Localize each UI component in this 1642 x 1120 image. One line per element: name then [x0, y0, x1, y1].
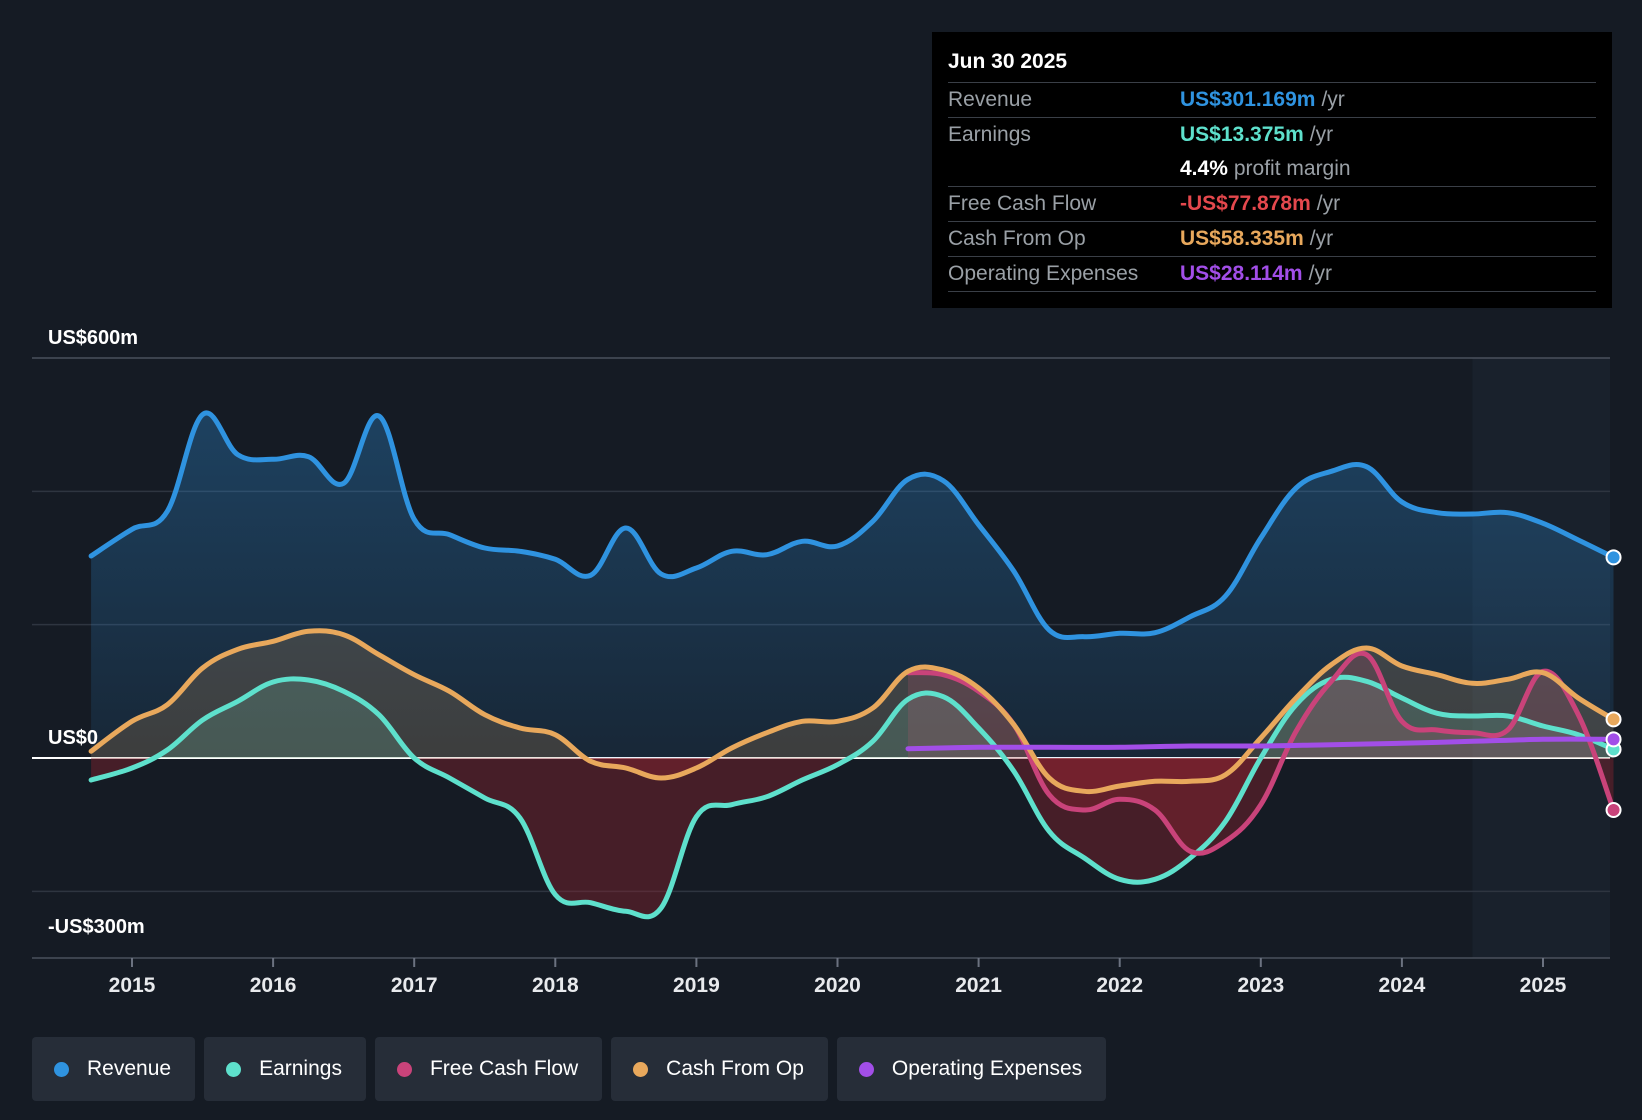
x-tick-label: 2024	[1379, 974, 1426, 997]
legend-label: Free Cash Flow	[429, 1057, 579, 1080]
tooltip-unit: /yr	[1309, 123, 1334, 146]
tooltip-label: Cash From Op	[948, 227, 1086, 250]
operating-expenses-end-marker	[1605, 731, 1622, 748]
legend-dot	[54, 1061, 69, 1077]
series-lines	[88, 410, 1616, 920]
x-tick-label: 2025	[1520, 974, 1567, 997]
tooltip-date: Jun 30 2025	[948, 46, 1596, 83]
series-area-positive	[91, 677, 1614, 758]
tooltip-row-earnings: Earnings US$13.375m /yr	[948, 118, 1596, 152]
legend-dot	[633, 1061, 649, 1077]
legend-label: Operating Expenses	[891, 1057, 1083, 1080]
y-tick-label: -US$300m	[48, 916, 145, 938]
free-cash-flow-end-marker	[1605, 802, 1622, 819]
tooltip-label: Earnings	[948, 123, 1031, 146]
legend-dot	[396, 1061, 412, 1077]
legend-item-earnings[interactable]: Earnings	[204, 1037, 366, 1101]
legend-item-free-cash-flow[interactable]: Free Cash Flow	[374, 1037, 603, 1101]
series-area-negative	[91, 758, 1614, 917]
legend-item-cash-from-op[interactable]: Cash From Op	[611, 1037, 828, 1101]
revenue-end-marker	[1605, 549, 1622, 566]
tooltip-unit: /yr	[1321, 88, 1345, 111]
tooltip-value: -US$77.878m	[1180, 192, 1311, 215]
free-cash-flow-line	[905, 650, 1616, 856]
tooltip-label: Operating Expenses	[948, 262, 1139, 285]
y-tick-label: US$0	[48, 727, 98, 749]
tooltip-value: US$301.169m	[1180, 88, 1316, 111]
legend-label: Earnings	[259, 1057, 342, 1080]
tooltip-unit: /yr	[1308, 262, 1332, 285]
tooltip-row-cfo: Cash From Op US$58.335m /yr	[948, 222, 1596, 257]
tooltip-value: US$28.114m	[1180, 262, 1303, 285]
tooltip-row-opex: Operating Expenses US$28.114m /yr	[948, 257, 1596, 292]
x-tick-label: 2023	[1237, 974, 1284, 997]
legend-dot	[858, 1061, 874, 1077]
tooltip-label: Revenue	[948, 88, 1033, 111]
tooltip-value: US$58.335m	[1180, 227, 1304, 250]
tooltip-label: Free Cash Flow	[948, 192, 1097, 215]
x-axis: 2015 2016 2017 2018 2019 2020 2021 2022 2023 2024…	[109, 958, 1567, 997]
series-area-negative	[908, 758, 1614, 854]
x-tick-label: 2021	[955, 974, 1002, 997]
legend-item-revenue[interactable]: Revenue	[32, 1037, 196, 1101]
x-tick-label: 2019	[673, 974, 720, 997]
x-tick-label: 2016	[250, 974, 297, 997]
series-area-positive	[91, 630, 1614, 758]
tooltip-unit: /yr	[1316, 192, 1341, 215]
legend-item-operating-expenses[interactable]: Operating Expenses	[836, 1037, 1107, 1101]
series-end-markers	[1605, 549, 1622, 819]
tooltip-unit: /yr	[1309, 227, 1334, 250]
tooltip-row-fcf: Free Cash Flow -US$77.878m /yr	[948, 187, 1596, 222]
y-tick-label: US$600m	[48, 327, 138, 349]
x-tick-label: 2020	[814, 974, 861, 997]
x-tick-label: 2022	[1096, 974, 1143, 997]
x-tick-label: 2015	[109, 974, 156, 997]
x-tick-label: 2017	[391, 974, 438, 997]
operating-expenses-line	[905, 736, 1616, 752]
legend-label: Cash From Op	[666, 1057, 804, 1080]
earnings-line	[88, 674, 1616, 920]
x-tick-label: 2018	[532, 974, 579, 997]
revenue-line	[88, 410, 1616, 641]
cash-from-op-line	[88, 628, 1616, 795]
tooltip-value: US$13.375m	[1180, 123, 1304, 146]
cash-from-op-end-marker	[1605, 711, 1622, 728]
tooltip-row-margin: 4.4% profit margin	[948, 152, 1596, 187]
tooltip-unit: profit margin	[1233, 157, 1351, 180]
series-fills	[91, 413, 1614, 917]
legend-label: Revenue	[87, 1057, 172, 1080]
revenue-area	[91, 413, 1614, 758]
tooltip-panel: Jun 30 2025 Revenue US$301.169m /yr Earn…	[932, 32, 1612, 308]
tooltip-row-revenue: Revenue US$301.169m /yr	[948, 83, 1596, 118]
legend-dot	[226, 1061, 242, 1077]
y-axis-labels: US$600m US$0 -US$300m	[48, 327, 145, 938]
legend: Revenue Earnings Free Cash Flow Cash Fro…	[32, 1037, 1107, 1101]
tooltip-value: 4.4%	[1180, 157, 1228, 180]
